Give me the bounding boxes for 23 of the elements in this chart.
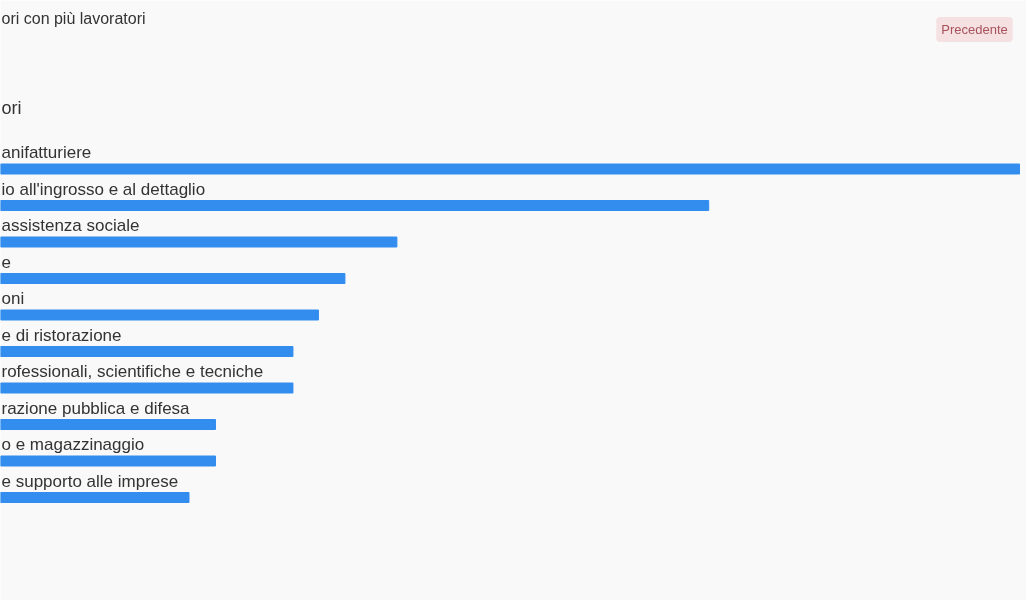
y-tick-label: e di ristorazione bbox=[1, 325, 122, 345]
bar bbox=[0, 419, 217, 430]
text: Precedente bbox=[941, 22, 1008, 37]
y-tick-label: o e magazzinaggio bbox=[1, 435, 145, 454]
y-tick-label: razione pubblica e difesa bbox=[1, 398, 191, 418]
chart-title: ori con più lavoratori bbox=[1, 10, 146, 27]
bar bbox=[0, 346, 294, 357]
bar bbox=[0, 492, 190, 503]
bar bbox=[0, 163, 1020, 175]
y-tick-label: anifatturiere bbox=[1, 143, 92, 162]
bar bbox=[0, 236, 398, 248]
y-tick-label: assistenza sociale bbox=[1, 216, 140, 235]
y-tick-label: e supporto alle imprese bbox=[1, 471, 179, 491]
chart-subtitle: ori bbox=[1, 97, 22, 118]
bar bbox=[0, 200, 710, 211]
bar bbox=[0, 273, 346, 284]
y-tick-label: oni bbox=[1, 289, 25, 308]
y-tick-label: e bbox=[1, 253, 11, 272]
bar bbox=[0, 455, 217, 467]
y-tick-label: rofessionali, scientifiche e tecniche bbox=[1, 362, 264, 381]
bar bbox=[0, 309, 319, 321]
bar bbox=[0, 382, 294, 394]
y-tick-label: io all'ingrosso e al dettaglio bbox=[1, 179, 206, 199]
